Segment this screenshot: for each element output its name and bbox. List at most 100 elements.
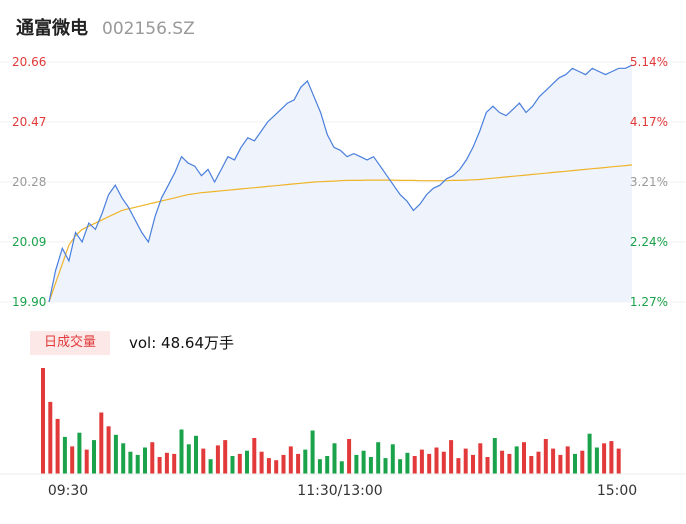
y-tick-label: 19.90 xyxy=(12,295,46,309)
volume-bar xyxy=(456,458,461,474)
x-tick-label: 15:00 xyxy=(597,483,637,499)
volume-bar xyxy=(587,433,592,474)
volume-bar xyxy=(361,450,366,474)
volume-bar xyxy=(113,434,118,474)
volume-bar xyxy=(266,458,271,474)
volume-bar xyxy=(580,450,585,474)
volume-bar xyxy=(223,440,228,474)
volume-bar xyxy=(208,459,213,474)
volume-bar xyxy=(179,429,184,474)
pct-tick-label: 3.21% xyxy=(630,175,668,189)
volume-bar xyxy=(77,432,82,474)
volume-bar xyxy=(143,447,147,474)
volume-bar xyxy=(106,426,111,474)
volume-bar xyxy=(441,451,446,474)
pct-tick-label: 1.27% xyxy=(630,295,668,309)
volume-bar xyxy=(354,454,359,474)
volume-bar xyxy=(194,435,198,474)
pct-tick-label: 2.24% xyxy=(630,235,668,249)
volume-bar xyxy=(84,449,89,474)
volume-bar xyxy=(62,436,67,474)
volume-readout: vol: 48.64万手 xyxy=(129,334,234,352)
volume-bar xyxy=(471,454,475,474)
stock-name: 通富微电 xyxy=(16,18,88,39)
volume-bar xyxy=(500,450,505,474)
volume-bar xyxy=(172,453,177,474)
volume-bar xyxy=(317,459,322,474)
volume-bar xyxy=(551,448,556,474)
volume-bar xyxy=(434,447,439,474)
volume-bar xyxy=(383,458,388,474)
y-tick-label: 20.28 xyxy=(12,175,46,189)
volume-bar xyxy=(150,442,155,474)
volume-bar xyxy=(325,456,330,474)
volume-bar xyxy=(259,451,264,474)
volume-bar xyxy=(48,401,53,474)
volume-bar xyxy=(507,453,512,474)
pct-tick-label: 4.17% xyxy=(630,115,668,129)
volume-bar xyxy=(310,430,315,474)
volume-bar xyxy=(594,447,599,474)
volume-bar xyxy=(536,451,541,474)
volume-bar xyxy=(522,442,526,474)
volume-bar xyxy=(485,457,490,474)
volume-bar xyxy=(201,448,206,474)
volume-bar xyxy=(419,449,424,474)
volume-bar xyxy=(70,446,75,474)
volume-bar xyxy=(303,449,308,474)
volume-bar xyxy=(237,453,242,474)
price-area xyxy=(49,65,632,302)
volume-bar xyxy=(368,457,373,474)
x-tick-label: 11:30/13:00 xyxy=(297,483,382,499)
x-tick-label: 09:30 xyxy=(48,483,88,499)
volume-bar xyxy=(390,444,395,474)
volume-bar xyxy=(281,454,286,474)
volume-bar xyxy=(274,460,279,474)
volume-bar xyxy=(121,443,126,474)
volume-bar xyxy=(405,452,410,474)
volume-bar xyxy=(492,438,497,474)
volume-bar xyxy=(463,448,468,474)
volume-bar xyxy=(92,440,96,474)
y-tick-label: 20.47 xyxy=(12,115,46,129)
volume-bar xyxy=(215,445,220,474)
avg-price-line xyxy=(48,164,633,303)
volume-bar xyxy=(339,461,344,474)
volume-bar xyxy=(288,446,293,474)
volume-bar xyxy=(186,444,191,474)
volume-bar xyxy=(602,443,607,474)
price-line xyxy=(48,64,633,303)
volume-bar xyxy=(616,448,621,474)
volume-bar xyxy=(347,439,352,474)
volume-bar xyxy=(609,441,614,474)
volume-bar xyxy=(565,446,570,474)
volume-bar xyxy=(398,459,403,474)
volume-bar xyxy=(449,440,454,474)
volume-bar xyxy=(55,418,60,474)
volume-bar xyxy=(245,450,249,474)
pct-tick-label: 5.14% xyxy=(630,55,668,69)
y-tick-label: 20.09 xyxy=(12,235,46,249)
volume-bar xyxy=(99,412,104,474)
daily-volume-tab[interactable]: 日成交量 xyxy=(30,331,110,355)
stock-header: 通富微电 002156.SZ xyxy=(16,14,195,40)
volume-bar xyxy=(376,442,381,474)
volume-bar xyxy=(543,439,548,474)
volume-bar xyxy=(230,456,235,474)
volume-bar xyxy=(135,454,140,474)
volume-bar xyxy=(41,368,45,474)
volume-bar xyxy=(427,453,432,474)
volume-bar xyxy=(573,453,577,474)
volume-bar xyxy=(296,453,301,474)
stock-code: 002156.SZ xyxy=(102,19,195,39)
volume-bar xyxy=(332,443,337,474)
volume-bar xyxy=(529,456,534,474)
volume-bar xyxy=(558,454,563,474)
volume-bar xyxy=(478,443,483,474)
volume-bar xyxy=(412,456,417,474)
volume-bar xyxy=(514,446,519,474)
volume-bar xyxy=(252,438,257,474)
y-tick-label: 20.66 xyxy=(12,55,46,69)
volume-bar xyxy=(128,451,133,474)
volume-bar xyxy=(157,457,162,474)
